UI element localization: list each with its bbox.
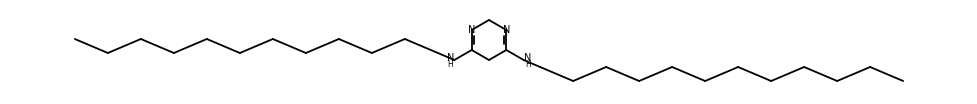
- Text: N: N: [502, 25, 509, 35]
- Text: N: N: [446, 53, 453, 64]
- Text: H: H: [525, 60, 530, 69]
- Text: N: N: [524, 53, 531, 64]
- Text: H: H: [447, 60, 452, 69]
- Text: N: N: [468, 25, 475, 35]
